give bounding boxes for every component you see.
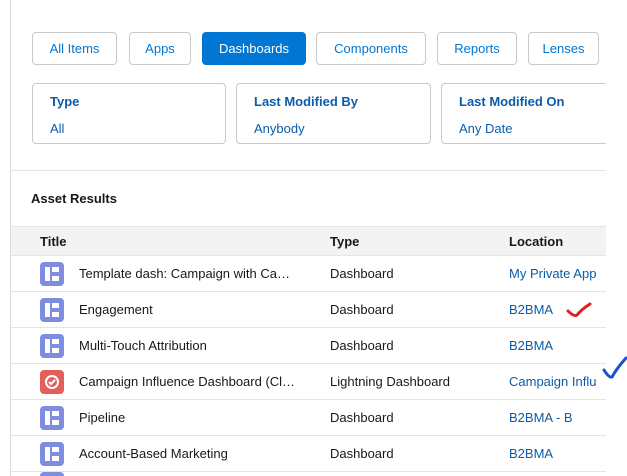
filter-label: Last Modified By <box>254 94 359 109</box>
title-cell[interactable]: Campaign Influence Dashboard (Cl… <box>79 374 296 389</box>
dashboard-icon <box>40 472 64 476</box>
tab[interactable]: All Items <box>32 32 117 65</box>
filter-label: Last Modified On <box>459 94 565 109</box>
location-link[interactable]: Campaign Influ <box>509 374 597 389</box>
section-title: Asset Results <box>31 191 117 206</box>
title-cell[interactable]: Multi-Touch Attribution <box>79 338 207 353</box>
filter-value: Anybody <box>254 121 305 136</box>
column-header: Title <box>40 234 67 249</box>
table-row[interactable]: Template dash: Campaign with Ca… Dashboa… <box>11 256 606 292</box>
filter[interactable]: Last Modified On Any Date <box>441 83 606 144</box>
dashboard-icon <box>40 406 64 430</box>
location-link[interactable]: B2BMA <box>509 338 554 353</box>
filter-value: Any Date <box>459 121 513 136</box>
filter[interactable]: Last Modified By Anybody <box>236 83 431 144</box>
table-row[interactable]: Account-Based Marketing Dashboard B2BMA <box>11 436 606 472</box>
dashboard-icon <box>40 298 64 322</box>
dashboard-icon <box>40 442 64 466</box>
type-cell: Dashboard <box>330 302 394 317</box>
red-checkmark <box>566 302 592 317</box>
filter-label: Type <box>50 94 80 109</box>
table-header: Title Type Location <box>11 226 606 256</box>
tab[interactable]: Apps <box>129 32 191 65</box>
location-link[interactable]: B2BMA <box>509 446 554 461</box>
table-row[interactable]: Pipeline Dashboard B2BMA - B <box>11 400 606 436</box>
title-cell[interactable]: Account-Based Marketing <box>79 446 228 461</box>
type-cell: Dashboard <box>330 446 394 461</box>
type-cell: Dashboard <box>330 338 394 353</box>
tab[interactable]: Reports <box>437 32 517 65</box>
table-row[interactable]: Campaign Influence Dashboard (Cl… Lightn… <box>11 364 606 400</box>
location-link[interactable]: B2BMA <box>509 302 554 317</box>
type-cell: Dashboard <box>330 410 394 425</box>
filter[interactable]: Type All <box>32 83 226 144</box>
gauge-glyph <box>45 375 59 389</box>
blue-checkmark <box>602 356 627 379</box>
table-row[interactable]: Engagement Dashboard B2BMA <box>11 292 606 328</box>
lightning-icon <box>40 370 64 394</box>
table-row[interactable]: Multi-Touch Attribution Dashboard B2BMA <box>11 328 606 364</box>
divider <box>11 170 606 171</box>
tab[interactable]: Components <box>316 32 426 65</box>
column-header: Location <box>509 234 564 249</box>
column-header: Type <box>330 234 360 249</box>
location-link[interactable]: B2BMA - B <box>509 410 573 425</box>
type-cell: Lightning Dashboard <box>330 374 450 389</box>
type-cell: Dashboard <box>330 266 394 281</box>
location-link[interactable]: My Private App <box>509 266 597 281</box>
title-cell[interactable]: Template dash: Campaign with Ca… <box>79 266 290 281</box>
tab[interactable]: Lenses <box>528 32 599 65</box>
tab-active[interactable]: Dashboards <box>202 32 306 65</box>
dashboard-icon <box>40 262 64 286</box>
filter-value: All <box>50 121 65 136</box>
asset-panel: All Items Apps Dashboards Components Rep… <box>10 0 606 476</box>
title-cell[interactable]: Engagement <box>79 302 153 317</box>
title-cell[interactable]: Pipeline <box>79 410 126 425</box>
dashboard-icon <box>40 334 64 358</box>
